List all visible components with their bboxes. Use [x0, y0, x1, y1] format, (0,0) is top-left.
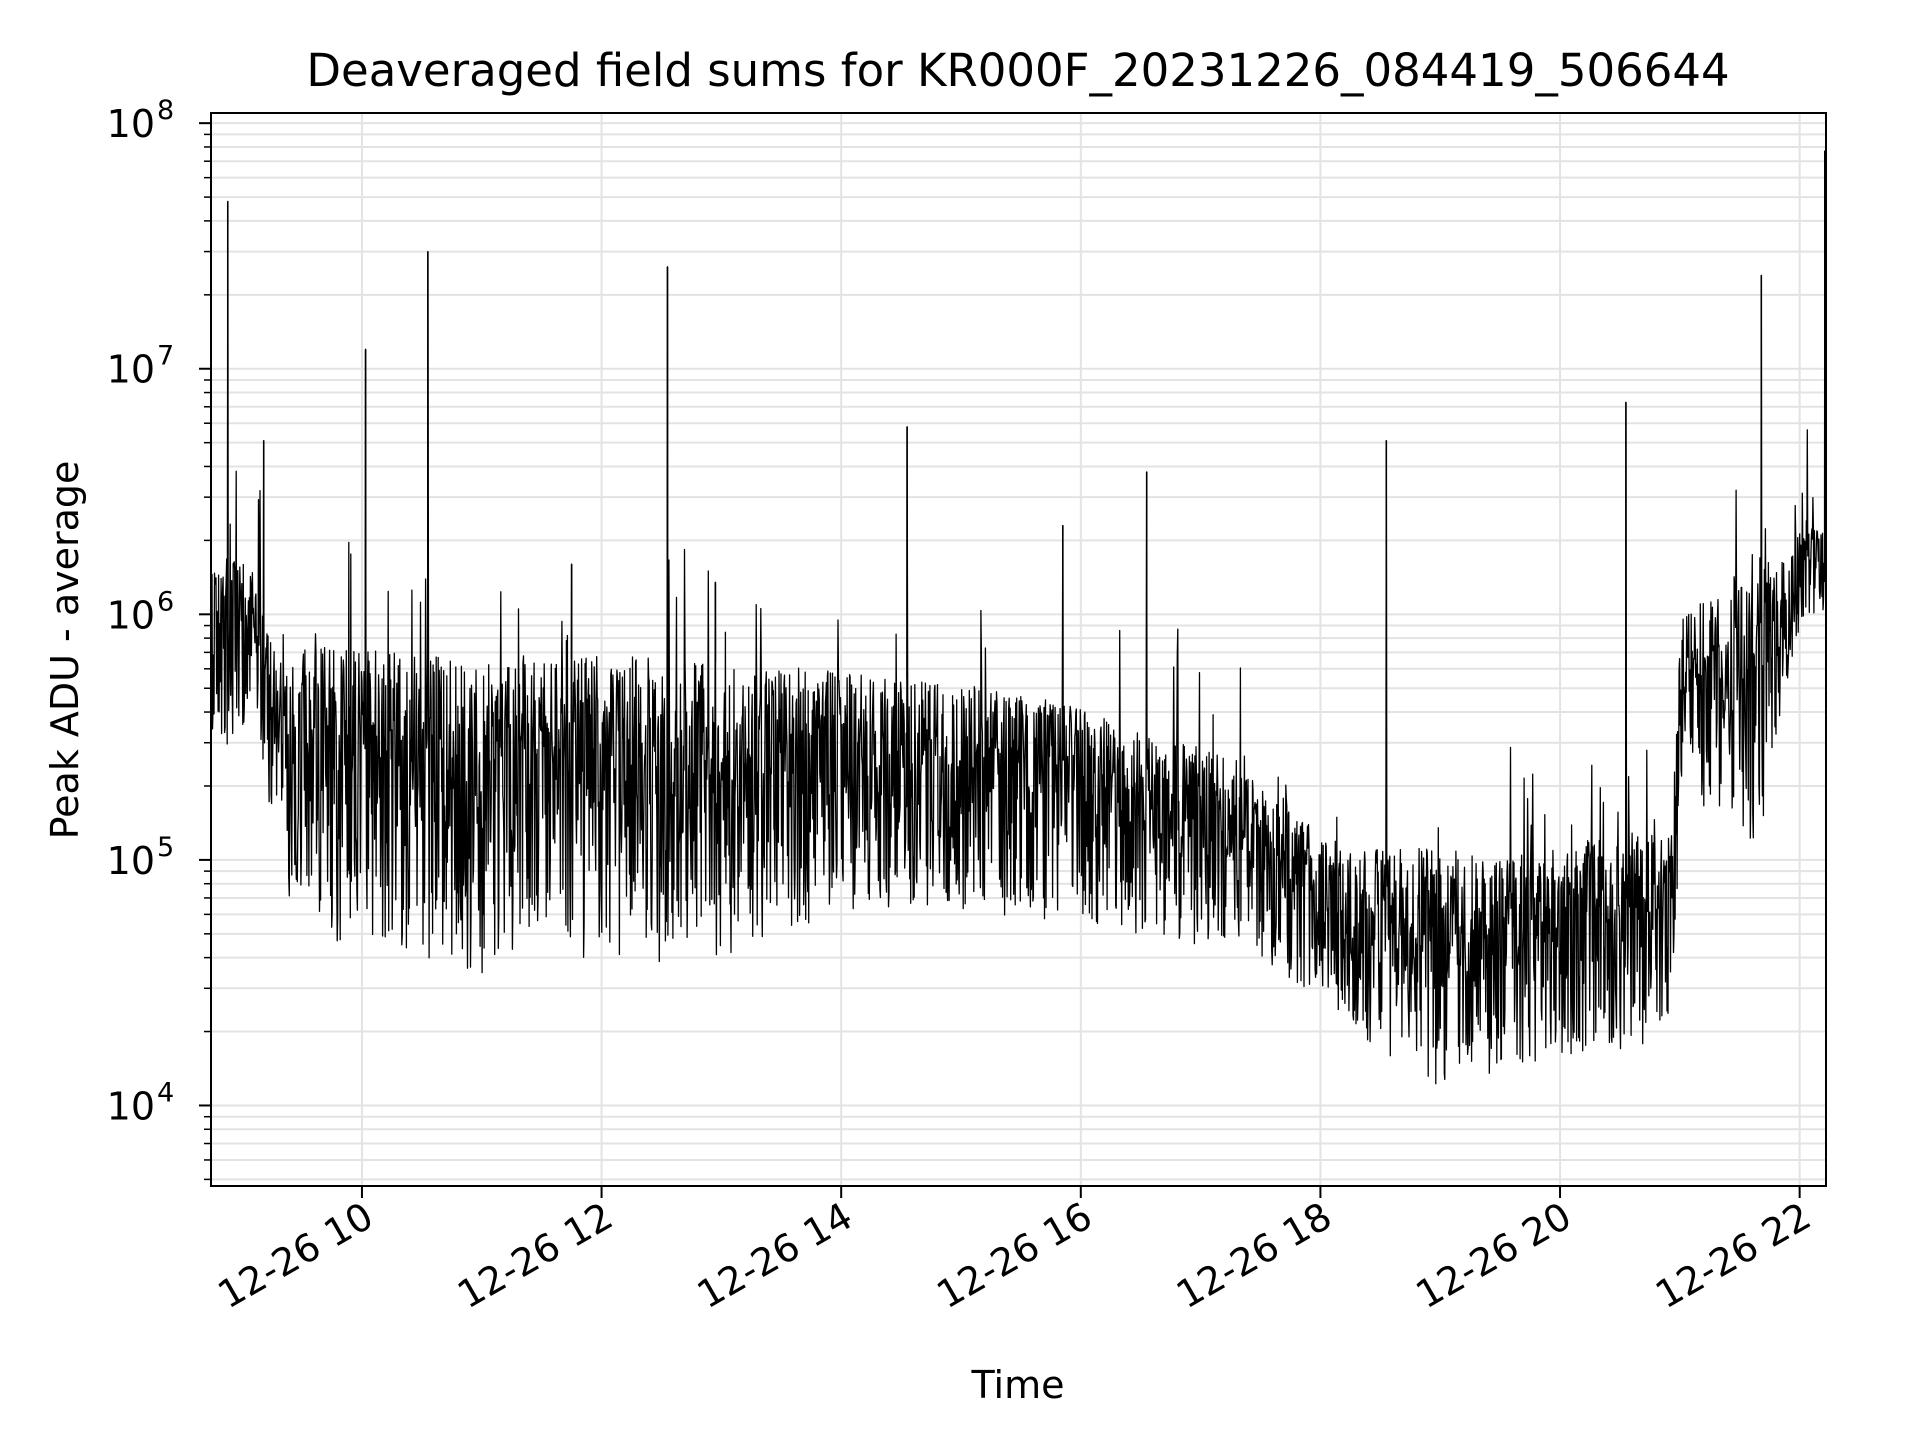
plot-frame: [210, 112, 1827, 1187]
x-tick-label: 12-26 12: [450, 1194, 620, 1318]
y-tick-exponent: 8: [157, 95, 174, 126]
chart-title: Deaveraged field sums for KR000F_2023122…: [306, 44, 1729, 97]
x-tick-label: 12-26 10: [210, 1194, 380, 1318]
x-axis-label: Time: [971, 1363, 1065, 1407]
y-axis-label: Peak ADU - average: [43, 461, 87, 840]
x-axis: 12-26 10 12-26 12 12-26 14 12-26 16 12-26 18…: [210, 1186, 1818, 1317]
x-tick-label: 12-26 18: [1169, 1194, 1339, 1318]
y-tick-exponent: 4: [157, 1077, 174, 1108]
y-tick-label: 10: [107, 839, 155, 883]
x-tick-label: 12-26 22: [1648, 1194, 1818, 1318]
x-tick-label: 12-26 14: [690, 1194, 860, 1318]
y-tick-label: 10: [107, 348, 155, 392]
y-tick-label: 10: [107, 1084, 155, 1128]
grid: [211, 113, 1826, 1186]
x-tick-label: 12-26 20: [1409, 1194, 1579, 1318]
series-line: [210, 150, 1827, 1085]
y-tick-label: 10: [107, 593, 155, 637]
x-tick-label: 12-26 16: [929, 1194, 1099, 1318]
y-tick-exponent: 7: [157, 341, 174, 372]
y-tick-exponent: 6: [157, 586, 174, 617]
y-tick-exponent: 5: [157, 832, 174, 863]
y-tick-label: 10: [107, 102, 155, 146]
data-series: [210, 150, 1827, 1085]
